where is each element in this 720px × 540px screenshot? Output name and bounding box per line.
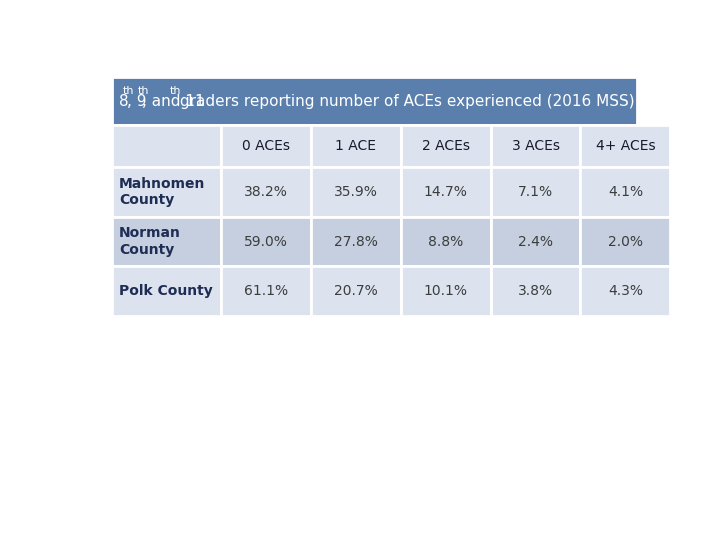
Text: 2.0%: 2.0% — [608, 234, 643, 248]
Bar — [580, 266, 670, 316]
Bar — [580, 217, 670, 266]
Text: 8: 8 — [119, 93, 129, 109]
Bar — [490, 125, 580, 167]
Text: 7.1%: 7.1% — [518, 185, 553, 199]
Text: 38.2%: 38.2% — [244, 185, 288, 199]
Bar — [490, 217, 580, 266]
Text: 4.1%: 4.1% — [608, 185, 643, 199]
Bar — [311, 125, 401, 167]
Text: 27.8%: 27.8% — [334, 234, 378, 248]
Bar — [580, 125, 670, 167]
Text: th: th — [138, 86, 149, 96]
Text: 3 ACEs: 3 ACEs — [512, 139, 559, 153]
Text: 8.8%: 8.8% — [428, 234, 464, 248]
Bar — [311, 217, 401, 266]
Bar — [112, 266, 221, 316]
Bar — [401, 125, 490, 167]
Bar — [580, 167, 670, 217]
Text: Mahnomen
County: Mahnomen County — [119, 177, 205, 207]
Bar — [221, 167, 311, 217]
Bar — [221, 266, 311, 316]
Bar — [112, 125, 221, 167]
Text: 2 ACEs: 2 ACEs — [422, 139, 469, 153]
Text: Norman
County: Norman County — [119, 226, 181, 256]
Text: 1 ACE: 1 ACE — [336, 139, 377, 153]
Text: , 9: , 9 — [127, 93, 147, 109]
Bar — [401, 167, 490, 217]
Text: 3.8%: 3.8% — [518, 285, 553, 299]
Text: th: th — [122, 86, 134, 96]
Bar — [112, 77, 636, 125]
Text: Polk County: Polk County — [119, 285, 213, 299]
Bar — [221, 125, 311, 167]
Bar — [401, 266, 490, 316]
Text: 61.1%: 61.1% — [244, 285, 288, 299]
Bar — [311, 266, 401, 316]
Text: 10.1%: 10.1% — [424, 285, 468, 299]
Text: 59.0%: 59.0% — [244, 234, 288, 248]
Bar — [112, 167, 221, 217]
Text: graders reporting number of ACEs experienced (2016 MSS): graders reporting number of ACEs experie… — [174, 93, 634, 109]
Text: th: th — [170, 86, 181, 96]
Text: 2.4%: 2.4% — [518, 234, 553, 248]
Text: 20.7%: 20.7% — [334, 285, 378, 299]
Bar — [311, 167, 401, 217]
Text: 4+ ACEs: 4+ ACEs — [595, 139, 655, 153]
Bar — [401, 217, 490, 266]
Bar — [490, 167, 580, 217]
Bar — [221, 217, 311, 266]
Text: 14.7%: 14.7% — [424, 185, 468, 199]
Bar — [112, 217, 221, 266]
Text: 35.9%: 35.9% — [334, 185, 378, 199]
Text: , and 11: , and 11 — [143, 93, 205, 109]
Text: 4.3%: 4.3% — [608, 285, 643, 299]
Text: 0 ACEs: 0 ACEs — [242, 139, 290, 153]
Bar — [490, 266, 580, 316]
